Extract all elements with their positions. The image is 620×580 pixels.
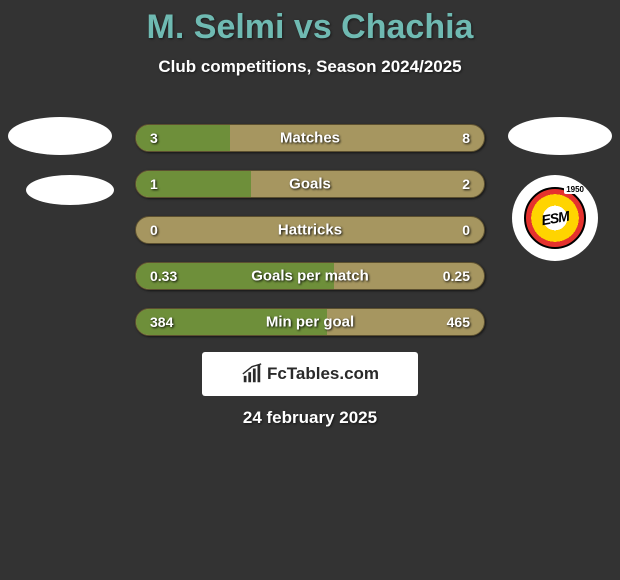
- esm-badge-icon: [524, 187, 586, 249]
- stat-label: Goals: [136, 176, 484, 193]
- page-subtitle: Club competitions, Season 2024/2025: [0, 57, 620, 77]
- stat-value-right: 8: [462, 130, 470, 146]
- stat-label: Min per goal: [136, 314, 484, 331]
- stat-value-right: 0: [462, 222, 470, 238]
- stat-value-right: 2: [462, 176, 470, 192]
- stat-bar: 1Goals2: [135, 170, 485, 198]
- stat-bar: 384Min per goal465: [135, 308, 485, 336]
- stat-label: Matches: [136, 130, 484, 147]
- date-label: 24 february 2025: [0, 408, 620, 428]
- stat-bars: 3Matches8 1Goals2 0Hattricks0 0.33Goals per…: [135, 124, 485, 354]
- stat-bar: 3Matches8: [135, 124, 485, 152]
- stat-label: Hattricks: [136, 222, 484, 239]
- player-avatar-left: [8, 117, 112, 155]
- comparison-infographic: M. Selmi vs Chachia Club competitions, S…: [0, 0, 620, 580]
- stat-value-right: 0.25: [443, 268, 470, 284]
- chart-icon: [241, 363, 263, 385]
- stat-bar: 0Hattricks0: [135, 216, 485, 244]
- player-avatar-right: [508, 117, 612, 155]
- page-title: M. Selmi vs Chachia: [0, 0, 620, 47]
- club-badge-left: [26, 175, 114, 205]
- stat-value-right: 465: [447, 314, 470, 330]
- branding-badge: FcTables.com: [202, 352, 418, 396]
- stat-label: Goals per match: [136, 268, 484, 285]
- branding-text: FcTables.com: [267, 364, 379, 384]
- club-badge-right: [512, 175, 598, 261]
- stat-bar: 0.33Goals per match0.25: [135, 262, 485, 290]
